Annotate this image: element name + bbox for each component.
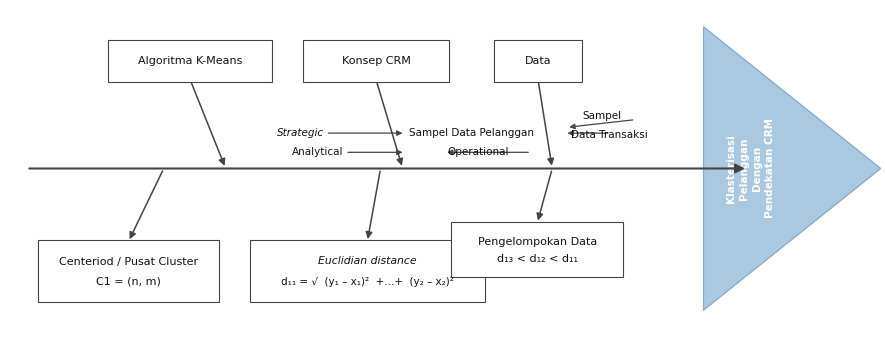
Text: Data Transaksi: Data Transaksi [571,130,648,140]
Text: Strategic: Strategic [277,128,324,138]
Text: Analytical: Analytical [292,147,343,157]
Text: Euclidian distance: Euclidian distance [318,256,417,266]
Text: Data: Data [525,56,551,66]
Text: Sampel: Sampel [582,111,621,121]
Text: Algoritma K-Means: Algoritma K-Means [138,56,242,66]
FancyBboxPatch shape [303,40,449,82]
FancyBboxPatch shape [494,40,582,82]
Text: Operational: Operational [447,147,508,157]
Text: d₁₁ = √  (y₁ – x₁)²  +...+  (y₂ – x₂)²: d₁₁ = √ (y₁ – x₁)² +...+ (y₂ – x₂)² [281,277,454,287]
Text: Klasterisasi
Pelanggan
Dengan
Pendekatan CRM: Klasterisasi Pelanggan Dengan Pendekatan… [726,119,775,218]
FancyBboxPatch shape [108,40,273,82]
Text: C1 = (n, m): C1 = (n, m) [96,277,161,287]
Polygon shape [704,27,881,310]
FancyBboxPatch shape [37,240,219,303]
Text: d₁₃ < d₁₂ < d₁₁: d₁₃ < d₁₂ < d₁₁ [496,254,578,264]
FancyBboxPatch shape [450,222,623,277]
Text: Konsep CRM: Konsep CRM [342,56,411,66]
Text: Centeriod / Pusat Cluster: Centeriod / Pusat Cluster [58,257,198,268]
Text: Pengelompokan Data: Pengelompokan Data [478,237,596,247]
Text: Sampel Data Pelanggan: Sampel Data Pelanggan [409,128,534,138]
FancyBboxPatch shape [250,240,485,303]
